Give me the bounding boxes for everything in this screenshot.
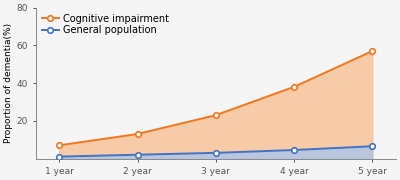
Cognitive impairment <box>292 86 296 88</box>
General population <box>292 149 296 151</box>
General population <box>214 152 218 154</box>
Y-axis label: Proportion of dementia(%): Proportion of dementia(%) <box>4 23 13 143</box>
Line: General population: General population <box>56 143 375 159</box>
Cognitive impairment <box>214 114 218 116</box>
Legend: Cognitive impairment, General population: Cognitive impairment, General population <box>38 10 173 39</box>
Cognitive impairment <box>370 50 375 52</box>
General population <box>135 154 140 156</box>
Cognitive impairment <box>135 133 140 135</box>
Cognitive impairment <box>57 144 62 146</box>
General population <box>370 145 375 147</box>
Line: Cognitive impairment: Cognitive impairment <box>56 48 375 148</box>
General population <box>57 156 62 158</box>
